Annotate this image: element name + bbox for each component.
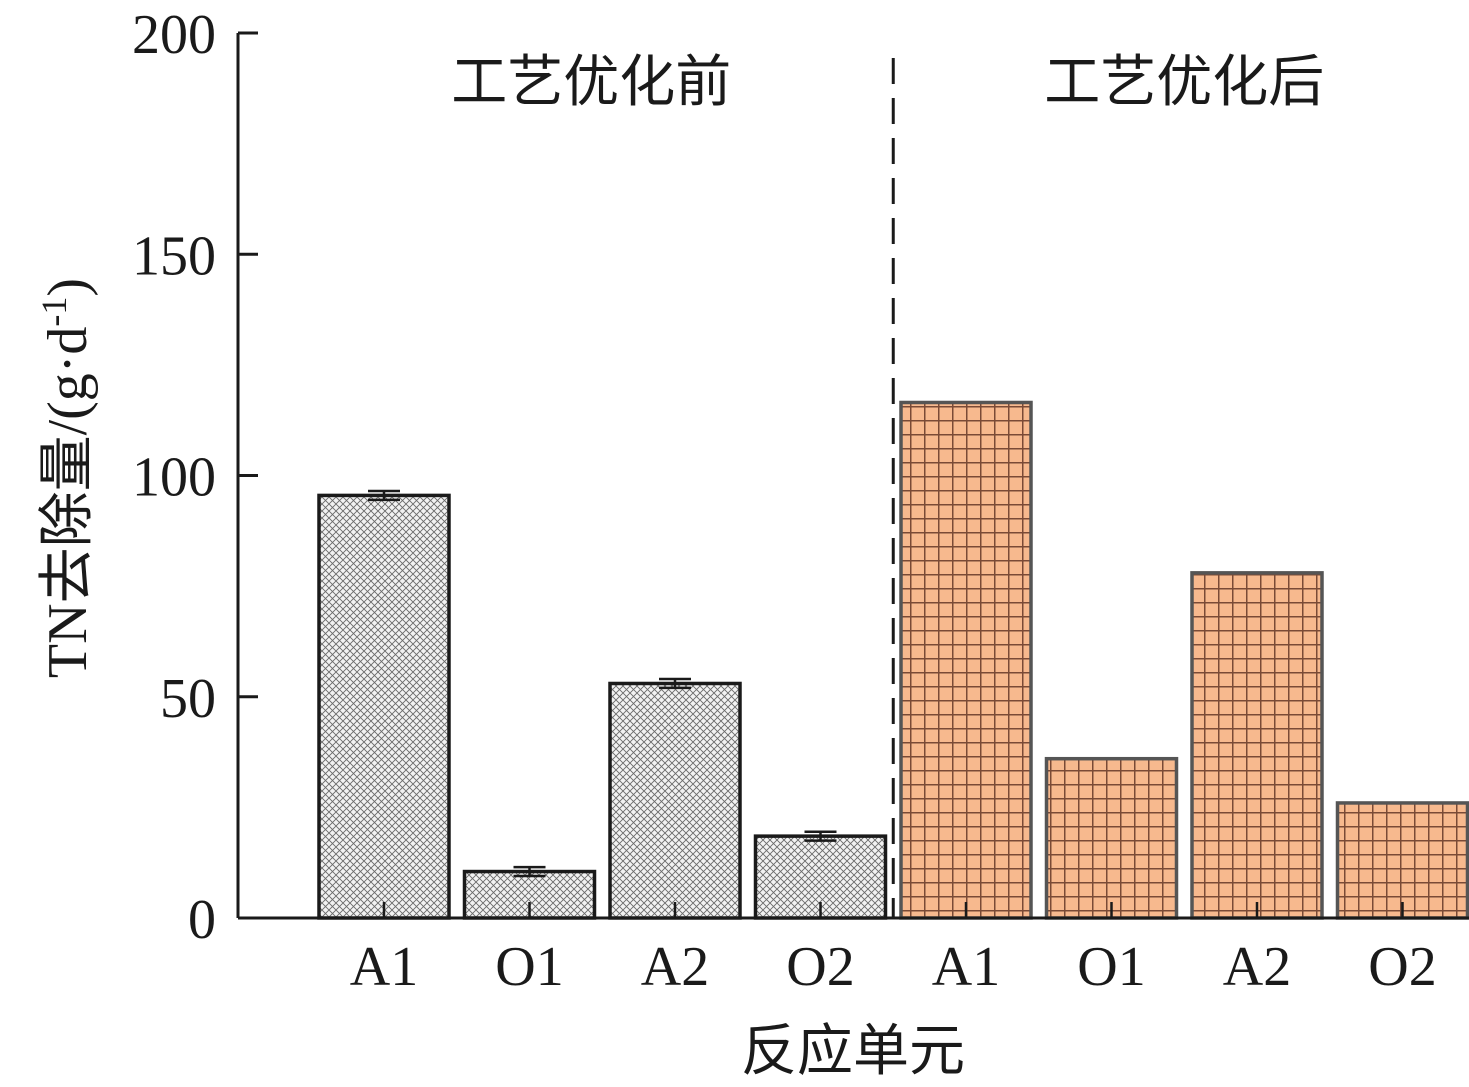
y-tick-label: 150 [132, 225, 216, 287]
x-tick-label: A1 [350, 936, 418, 998]
x-tick-label: O1 [1077, 936, 1145, 998]
y-axis-title-close: ) [37, 278, 99, 297]
group-label-after: 工艺优化后 [1044, 52, 1324, 114]
y-tick-label: 50 [160, 668, 216, 730]
bars-layer [317, 400, 1469, 920]
bar-after-o2 [1335, 801, 1469, 920]
axes-layer [236, 31, 1469, 920]
bar-before-a1 [317, 493, 451, 920]
y-axis-title-main: TN去除量/(g·d [37, 327, 99, 679]
y-axis-title-superscript: -1 [34, 297, 74, 327]
labels-layer: A1 O1 A2 O2 A1 O1 A2 O2 工艺优化前 工艺优化后 0 50 100 150 200 反应… [34, 4, 1437, 1083]
y-tick-label: 100 [132, 447, 216, 509]
group-label-before: 工艺优化前 [451, 52, 731, 114]
y-tick-label: 200 [132, 4, 216, 66]
bar-after-a2 [1190, 571, 1324, 920]
x-tick-label: O1 [495, 936, 563, 998]
x-tick-label: A2 [1223, 936, 1291, 998]
bar-after-a1 [899, 400, 1033, 920]
x-tick-label: O2 [1368, 936, 1436, 998]
x-tick-label: A1 [932, 936, 1000, 998]
x-tick-label: O2 [786, 936, 854, 998]
x-axis-title: 反应单元 [741, 1021, 965, 1082]
y-axis-title: TN去除量/(g·d-1) [34, 278, 99, 678]
bar-after-o1 [1044, 756, 1179, 920]
x-tick-label: A2 [641, 936, 709, 998]
bar-before-a2 [608, 681, 742, 920]
y-tick-label: 0 [188, 889, 216, 951]
